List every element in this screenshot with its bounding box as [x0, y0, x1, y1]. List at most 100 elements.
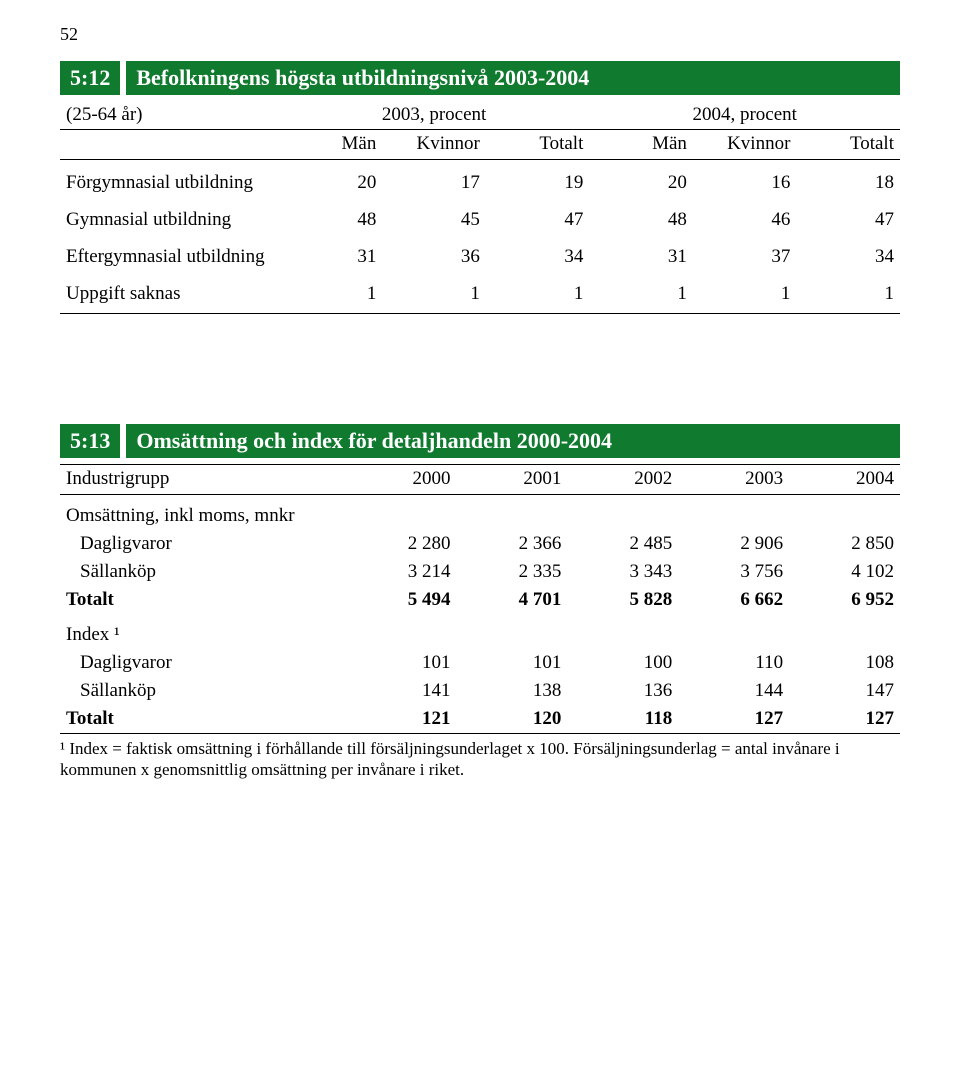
page-number: 52: [60, 24, 900, 45]
t2-cell: 138: [456, 677, 567, 705]
t2-g1r0-label: Dagligvaror: [60, 530, 346, 558]
t1-col-totalt-a: Totalt: [486, 130, 590, 160]
t1-cell: 1: [279, 271, 383, 314]
t1-cell: 1: [589, 271, 693, 314]
t1-cell: 1: [693, 271, 797, 314]
section-2-number: 5:13: [60, 424, 120, 458]
t2-cell: 3 343: [567, 558, 678, 586]
section-header-1: 5:12 Befolkningens högsta utbildningsniv…: [60, 61, 900, 95]
t1-cell: 47: [486, 197, 590, 234]
t2-cell: 2 485: [567, 530, 678, 558]
t2-cell: 2 280: [346, 530, 457, 558]
t1-row2-label: Eftergymnasial utbildning: [60, 234, 279, 271]
table-row: Sällanköp 141 138 136 144 147: [60, 677, 900, 705]
table-row: Förgymnasial utbildning 20 17 19 20 16 1…: [60, 160, 900, 198]
t1-cell: 1: [486, 271, 590, 314]
t2-g1-total-label: Totalt: [60, 586, 346, 614]
t2-cell: 136: [567, 677, 678, 705]
t2-cell: 4 102: [789, 558, 900, 586]
table-row: Dagligvaror 101 101 100 110 108: [60, 649, 900, 677]
t1-h2-blank: [60, 130, 279, 160]
t2-g1r1-label: Sällanköp: [60, 558, 346, 586]
table-utbildning-header2: Män Kvinnor Totalt Män Kvinnor Totalt: [60, 130, 900, 160]
t2-g2-total-label: Totalt: [60, 705, 346, 734]
t2-year: 2003: [678, 465, 789, 495]
t2-cell: 121: [346, 705, 457, 734]
t2-cell: 141: [346, 677, 457, 705]
t2-cell: 144: [678, 677, 789, 705]
t2-g2r0-label: Dagligvaror: [60, 649, 346, 677]
t1-cell: 48: [589, 197, 693, 234]
t2-group2-label: Index ¹: [60, 614, 900, 649]
table-row-total: Totalt 121 120 118 127 127: [60, 705, 900, 734]
t2-cell: 2 366: [456, 530, 567, 558]
t2-cell: 2 335: [456, 558, 567, 586]
t1-cell: 1: [382, 271, 486, 314]
t1-cell: 16: [693, 160, 797, 198]
section-header-2: 5:13 Omsättning och index för detaljhand…: [60, 424, 900, 458]
t2-cell: 101: [456, 649, 567, 677]
t1-cell: 1: [796, 271, 900, 314]
page: 52 5:12 Befolkningens högsta utbildnings…: [0, 0, 960, 821]
t1-col-kvinnor-b: Kvinnor: [693, 130, 797, 160]
t1-row1-label: Gymnasial utbildning: [60, 197, 279, 234]
table-row: Index ¹: [60, 614, 900, 649]
t2-cell: 4 701: [456, 586, 567, 614]
table-row: Eftergymnasial utbildning 31 36 34 31 37…: [60, 234, 900, 271]
table-row: Sällanköp 3 214 2 335 3 343 3 756 4 102: [60, 558, 900, 586]
t1-cell: 19: [486, 160, 590, 198]
section-1-title: Befolkningens högsta utbildningsnivå 200…: [126, 61, 900, 95]
table-row: Uppgift saknas 1 1 1 1 1 1: [60, 271, 900, 314]
table-utbildning-header1: (25-64 år) 2003, procent 2004, procent: [60, 101, 900, 130]
t2-cell: 2 906: [678, 530, 789, 558]
t2-cell: 101: [346, 649, 457, 677]
t2-group1-label: Omsättning, inkl moms, mnkr: [60, 495, 900, 531]
t2-cell: 108: [789, 649, 900, 677]
table-detaljhandel: Industrigrupp 2000 2001 2002 2003 2004 O…: [60, 464, 900, 734]
t2-cell: 6 952: [789, 586, 900, 614]
t2-cell: 127: [678, 705, 789, 734]
t1-cell: 31: [589, 234, 693, 271]
t2-year: 2000: [346, 465, 457, 495]
footnote: ¹ Index = faktisk omsättning i förhållan…: [60, 738, 900, 781]
t2-cell: 5 828: [567, 586, 678, 614]
t1-row3-label: Uppgift saknas: [60, 271, 279, 314]
t1-year-b: 2004, procent: [589, 101, 900, 130]
t1-cell: 20: [279, 160, 383, 198]
t2-g2r1-label: Sällanköp: [60, 677, 346, 705]
t2-cell: 127: [789, 705, 900, 734]
t1-cell: 37: [693, 234, 797, 271]
section-1-number: 5:12: [60, 61, 120, 95]
t2-cell: 120: [456, 705, 567, 734]
section-2-title: Omsättning och index för detaljhandeln 2…: [126, 424, 900, 458]
table-row: Dagligvaror 2 280 2 366 2 485 2 906 2 85…: [60, 530, 900, 558]
table-utbildning: (25-64 år) 2003, procent 2004, procent M…: [60, 101, 900, 314]
t1-cell: 46: [693, 197, 797, 234]
t2-cell: 100: [567, 649, 678, 677]
t1-col-totalt-b: Totalt: [796, 130, 900, 160]
t1-cell: 34: [796, 234, 900, 271]
t1-cell: 36: [382, 234, 486, 271]
t2-cell: 3 214: [346, 558, 457, 586]
t1-subheader-left: (25-64 år): [60, 101, 279, 130]
t1-cell: 34: [486, 234, 590, 271]
t2-cell: 147: [789, 677, 900, 705]
t2-col0: Industrigrupp: [60, 465, 346, 495]
t2-cell: 118: [567, 705, 678, 734]
t2-cell: 110: [678, 649, 789, 677]
t2-year: 2004: [789, 465, 900, 495]
table-row: Gymnasial utbildning 48 45 47 48 46 47: [60, 197, 900, 234]
t1-cell: 20: [589, 160, 693, 198]
t2-year: 2001: [456, 465, 567, 495]
section-gap: [60, 314, 900, 424]
t1-cell: 31: [279, 234, 383, 271]
t2-year: 2002: [567, 465, 678, 495]
t1-cell: 48: [279, 197, 383, 234]
t1-cell: 47: [796, 197, 900, 234]
table-row: Omsättning, inkl moms, mnkr: [60, 495, 900, 531]
t2-cell: 3 756: [678, 558, 789, 586]
t1-cell: 18: [796, 160, 900, 198]
t2-cell: 2 850: [789, 530, 900, 558]
t2-cell: 6 662: [678, 586, 789, 614]
t1-col-kvinnor-a: Kvinnor: [382, 130, 486, 160]
